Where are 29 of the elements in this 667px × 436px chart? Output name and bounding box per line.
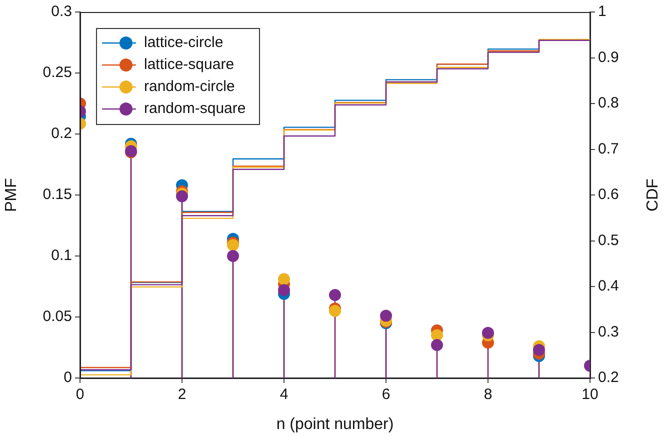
x-tick-label: 4 bbox=[280, 386, 288, 404]
y2-tick-label: 0.9 bbox=[598, 48, 619, 66]
y-tick-label: 0.3 bbox=[51, 3, 72, 20]
y2-tick-label: 0.8 bbox=[598, 94, 619, 112]
y-tick-label: 0.25 bbox=[42, 64, 72, 82]
y-tick-label: 0.15 bbox=[42, 186, 72, 204]
y2-tick-label: 0.6 bbox=[598, 186, 619, 204]
legend-label: random-circle bbox=[144, 78, 235, 96]
y2-tick-label: 0.5 bbox=[598, 232, 619, 249]
y2-tick-label: 0.4 bbox=[598, 278, 619, 295]
x-tick-label: 6 bbox=[382, 386, 390, 404]
y2-tick-label: 1 bbox=[598, 3, 606, 20]
legend-label: random-square bbox=[144, 100, 246, 118]
y-tick-label: 0.2 bbox=[51, 125, 72, 142]
y2-tick-label: 0.3 bbox=[598, 323, 619, 340]
y-tick-label: 0 bbox=[64, 369, 72, 386]
legend-label: lattice-circle bbox=[144, 34, 224, 52]
x-tick-label: 8 bbox=[484, 386, 492, 404]
y2-tick-label: 0.2 bbox=[598, 369, 619, 386]
x-tick-label: 0 bbox=[76, 386, 84, 404]
y2-axis-title: CDF bbox=[644, 178, 662, 212]
y-axis-title: PMF bbox=[3, 178, 20, 212]
x-axis-title: n (point number) bbox=[276, 416, 394, 433]
y2-tick-label: 0.7 bbox=[598, 140, 619, 158]
y-tick-label: 0.05 bbox=[42, 308, 72, 326]
x-tick-label: 2 bbox=[178, 386, 186, 404]
y-tick-label: 0.1 bbox=[51, 247, 72, 264]
legend-label: lattice-square bbox=[144, 56, 234, 74]
x-tick-label: 10 bbox=[582, 386, 598, 404]
